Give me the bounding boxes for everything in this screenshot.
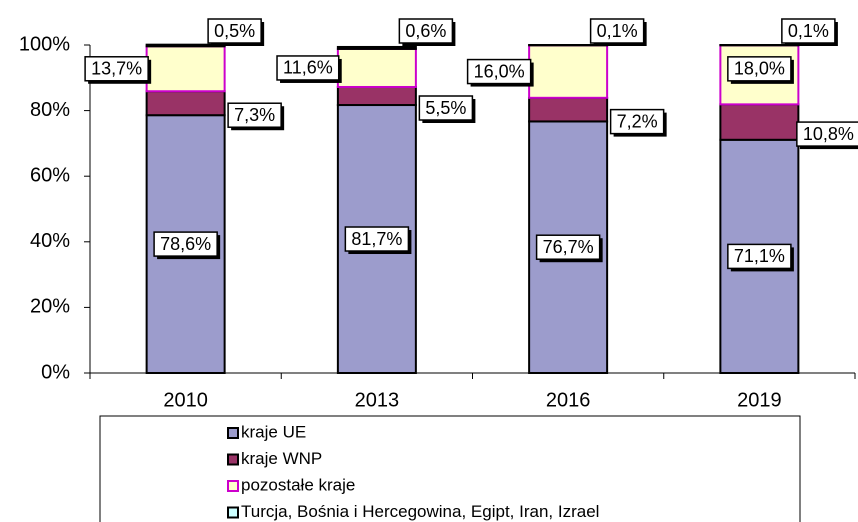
x-tick-label: 2013 xyxy=(355,389,400,411)
data-label-box xyxy=(535,234,601,260)
bar-segment xyxy=(336,47,417,88)
bar-segment xyxy=(528,96,609,123)
bar-segment xyxy=(336,85,417,107)
data-label-text: 7,2% xyxy=(617,111,658,131)
data-label: 11,6% xyxy=(276,55,342,83)
data-label-box xyxy=(589,18,645,44)
y-tick-label: 40% xyxy=(30,230,70,252)
data-label: 16,0% xyxy=(466,58,534,87)
data-label-box xyxy=(398,18,454,44)
data-label: 18,0% xyxy=(727,56,794,84)
data-label: 10,8% xyxy=(796,121,858,150)
data-label-text: 0,6% xyxy=(405,21,446,41)
legend-marker xyxy=(227,427,239,439)
data-label: 0,5% xyxy=(207,18,265,46)
y-tick-label: 100% xyxy=(19,33,70,55)
data-label-text: 10,8% xyxy=(803,124,854,144)
data-label-box xyxy=(276,55,340,81)
data-label-box xyxy=(727,243,792,270)
data-label: 0,1% xyxy=(589,18,647,46)
data-label-text: 0,1% xyxy=(597,21,638,41)
data-label-text: 7,3% xyxy=(234,105,275,125)
legend-marker xyxy=(227,506,239,519)
data-label-box xyxy=(84,56,149,82)
data-label: 7,3% xyxy=(227,102,285,131)
data-label: 76,7% xyxy=(535,234,603,263)
bar-segment xyxy=(719,103,800,141)
legend-label: kraje UE xyxy=(241,422,306,441)
data-label: 81,7% xyxy=(344,226,412,255)
y-tick-label: 20% xyxy=(30,296,70,318)
data-label-box xyxy=(466,58,532,85)
data-label-box xyxy=(344,226,410,252)
data-label-box xyxy=(153,231,218,257)
y-tick-label: 80% xyxy=(30,99,70,121)
y-tick-label: 0% xyxy=(41,361,70,383)
bar-segment xyxy=(145,90,226,117)
data-label-text: 16,0% xyxy=(474,61,525,81)
x-tick-label: 2010 xyxy=(163,389,208,411)
x-tick-label: 2016 xyxy=(546,389,591,411)
legend-label: Turcja, Bośnia i Hercegowina, Egipt, Ira… xyxy=(241,502,599,521)
y-tick-label: 60% xyxy=(30,164,70,186)
legend-label: kraje WNP xyxy=(241,449,322,468)
data-label-text: 78,6% xyxy=(160,234,211,254)
data-label: 78,6% xyxy=(153,231,221,260)
data-label-box xyxy=(609,108,665,135)
bar-segment xyxy=(145,45,226,93)
legend-marker xyxy=(227,480,239,492)
data-label: 0,6% xyxy=(398,18,456,46)
data-label: 5,5% xyxy=(418,95,476,124)
data-label-text: 0,5% xyxy=(214,21,255,41)
data-label-box xyxy=(796,121,858,147)
data-label-box xyxy=(418,95,474,121)
bar-segment xyxy=(528,44,609,99)
bar-segment xyxy=(336,45,417,50)
data-label: 0,1% xyxy=(781,18,838,46)
data-label-text: 0,1% xyxy=(788,21,829,41)
data-label-text: 13,7% xyxy=(91,59,142,79)
data-label-text: 76,7% xyxy=(543,237,594,257)
data-label-text: 18,0% xyxy=(734,59,785,79)
data-label: 13,7% xyxy=(84,56,152,84)
data-label-box xyxy=(781,18,836,44)
legend-box xyxy=(99,415,801,522)
data-label-box xyxy=(227,102,282,128)
data-label-text: 81,7% xyxy=(351,229,402,249)
data-label-box xyxy=(207,18,262,44)
data-label: 71,1% xyxy=(727,243,794,272)
data-label-text: 71,1% xyxy=(734,246,785,266)
legend-marker xyxy=(227,453,239,466)
data-label-text: 5,5% xyxy=(425,98,466,118)
data-label-box xyxy=(727,56,792,82)
x-tick-label: 2019 xyxy=(737,389,782,411)
data-label: 7,2% xyxy=(609,108,667,137)
data-label-text: 11,6% xyxy=(283,58,333,78)
legend-label: pozostałe kraje xyxy=(241,475,355,494)
